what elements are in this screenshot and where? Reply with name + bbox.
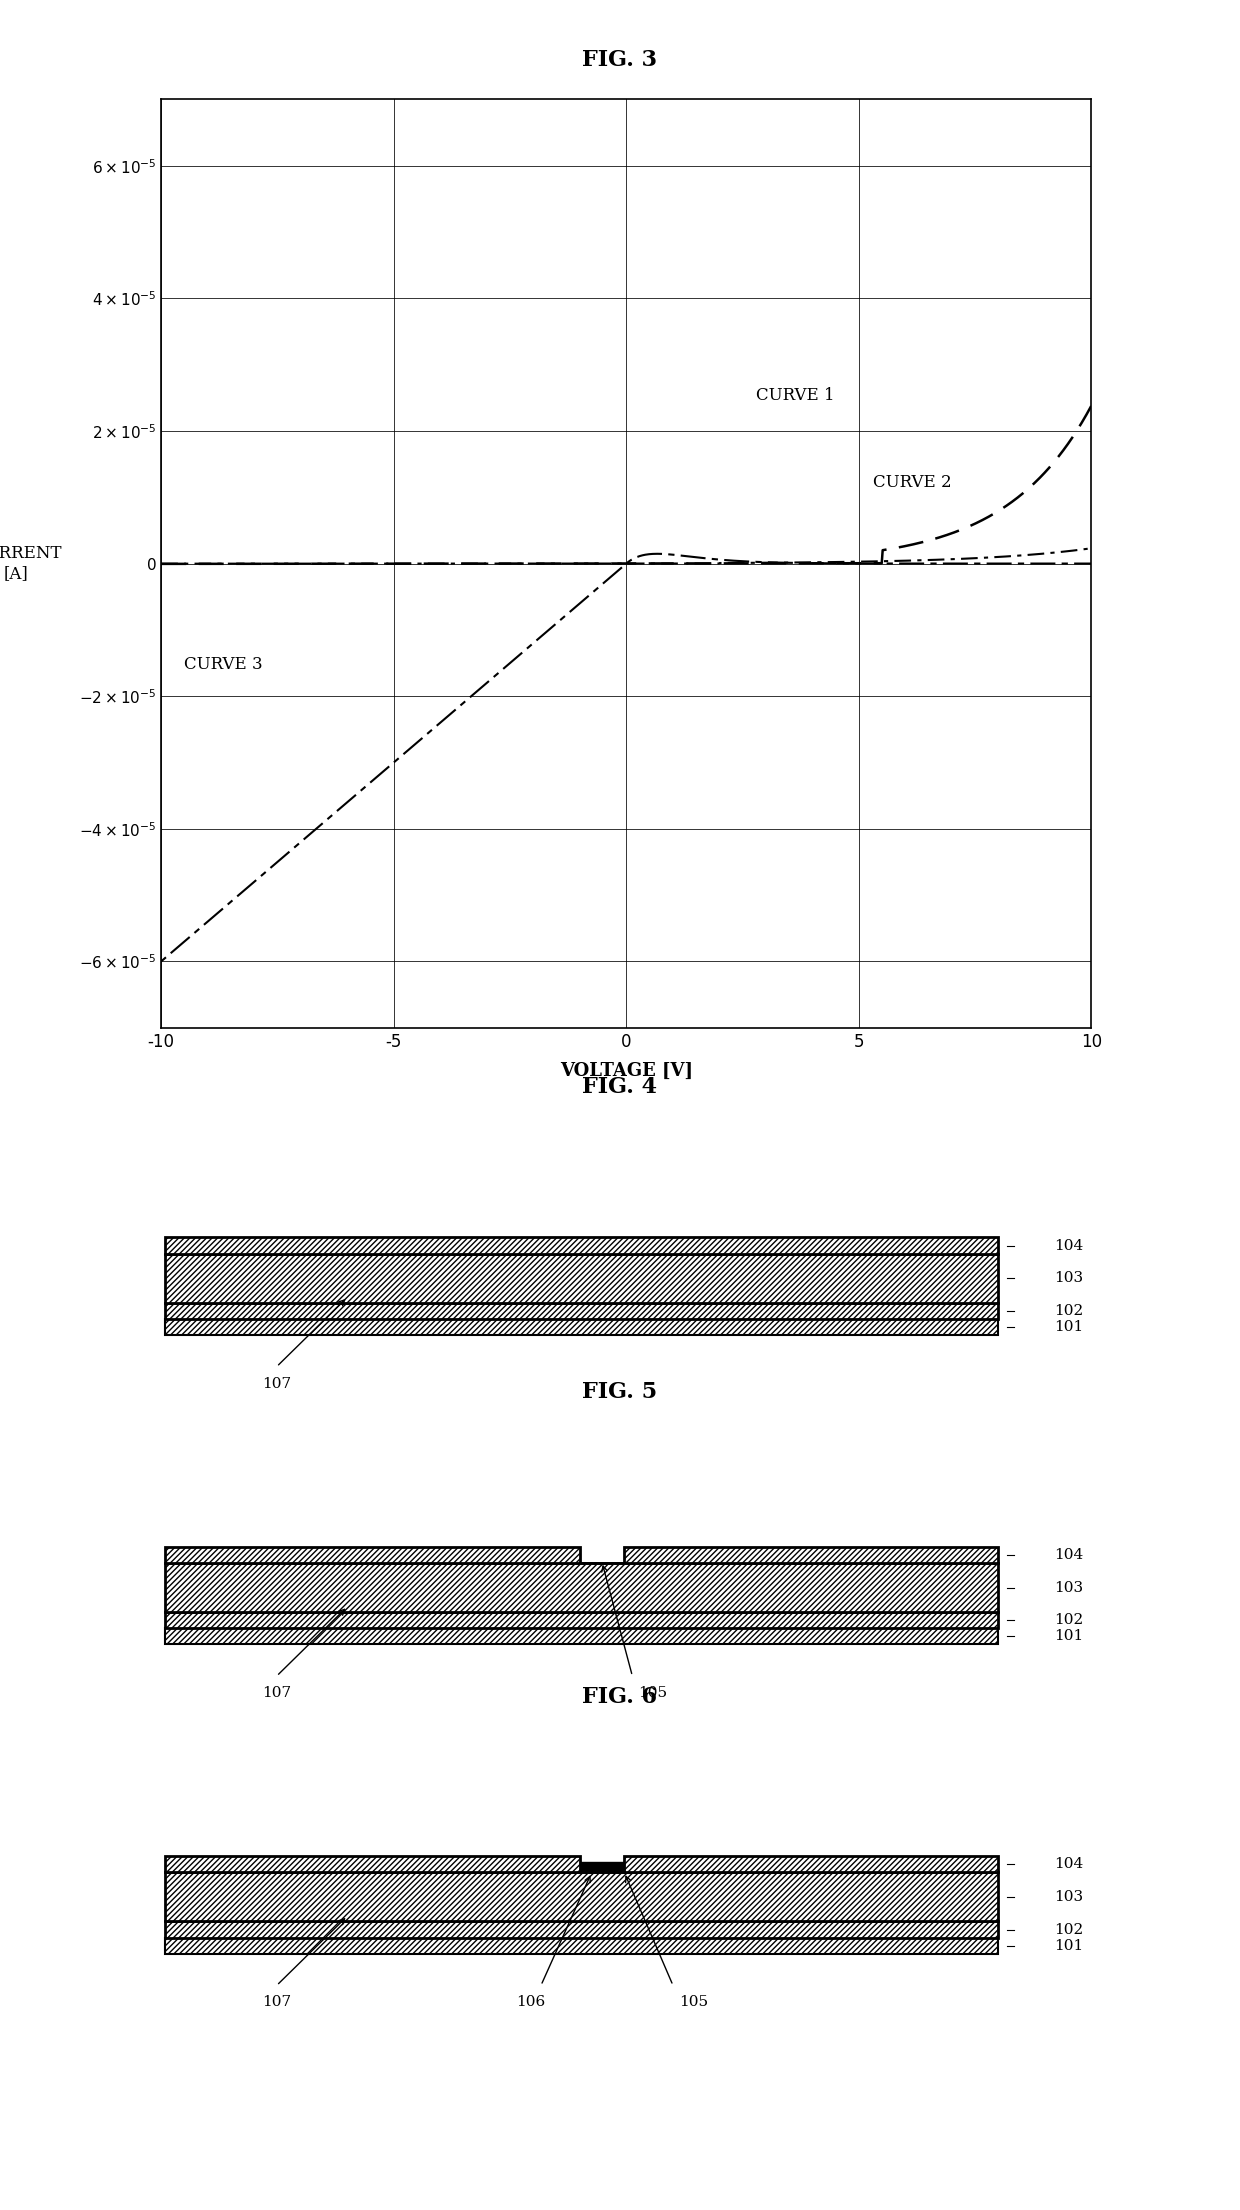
Bar — [165, 1302, 998, 1319]
Text: FIG. 6: FIG. 6 — [583, 1686, 657, 1708]
Text: CURVE 2: CURVE 2 — [873, 473, 951, 491]
Bar — [624, 1547, 998, 1562]
Bar — [165, 1920, 998, 1938]
Bar — [624, 1547, 998, 1562]
Text: 104: 104 — [1054, 1547, 1084, 1562]
Bar — [165, 1547, 579, 1562]
Bar — [165, 1562, 998, 1611]
Text: 103: 103 — [1054, 1890, 1084, 1905]
Text: 105: 105 — [678, 1996, 708, 2009]
Bar — [165, 1872, 998, 1920]
Text: 107: 107 — [262, 1996, 291, 2009]
Bar — [624, 1856, 998, 1872]
Bar — [165, 1253, 998, 1302]
Bar — [165, 1319, 998, 1335]
Text: 107: 107 — [262, 1686, 291, 1699]
Text: 102: 102 — [1054, 1304, 1084, 1317]
Bar — [165, 1920, 998, 1938]
Text: 102: 102 — [1054, 1923, 1084, 1936]
Bar — [165, 1872, 998, 1920]
Text: 101: 101 — [1054, 1319, 1084, 1335]
Text: 104: 104 — [1054, 1238, 1084, 1253]
Bar — [165, 1611, 998, 1629]
Text: CURVE 1: CURVE 1 — [756, 387, 835, 404]
Bar — [624, 1856, 998, 1872]
Bar — [165, 1319, 998, 1335]
Bar — [165, 1629, 998, 1644]
X-axis label: VOLTAGE [V]: VOLTAGE [V] — [559, 1061, 693, 1081]
Bar — [165, 1938, 998, 1954]
Text: FIG. 5: FIG. 5 — [583, 1381, 657, 1403]
Bar — [165, 1856, 579, 1872]
Text: 103: 103 — [1054, 1580, 1084, 1596]
Text: FIG. 4: FIG. 4 — [583, 1076, 657, 1098]
Text: 102: 102 — [1054, 1613, 1084, 1627]
Text: 103: 103 — [1054, 1271, 1084, 1286]
Bar — [165, 1856, 579, 1872]
Text: 104: 104 — [1054, 1856, 1084, 1872]
Bar — [165, 1253, 998, 1302]
Bar — [165, 1611, 998, 1629]
Bar — [165, 1938, 998, 1954]
Bar — [165, 1238, 998, 1253]
Text: 101: 101 — [1054, 1938, 1084, 1954]
Text: 107: 107 — [262, 1377, 291, 1390]
Bar — [165, 1629, 998, 1644]
Bar — [579, 1863, 624, 1872]
Y-axis label: CURRENT
[A]: CURRENT [A] — [0, 546, 61, 581]
Bar — [165, 1238, 998, 1253]
Text: 106: 106 — [516, 1996, 546, 2009]
Text: 105: 105 — [639, 1686, 667, 1699]
Bar — [165, 1562, 998, 1611]
Text: 101: 101 — [1054, 1629, 1084, 1644]
Bar — [165, 1302, 998, 1319]
Text: FIG. 3: FIG. 3 — [583, 49, 657, 71]
Bar — [165, 1547, 579, 1562]
Text: CURVE 3: CURVE 3 — [185, 656, 263, 674]
